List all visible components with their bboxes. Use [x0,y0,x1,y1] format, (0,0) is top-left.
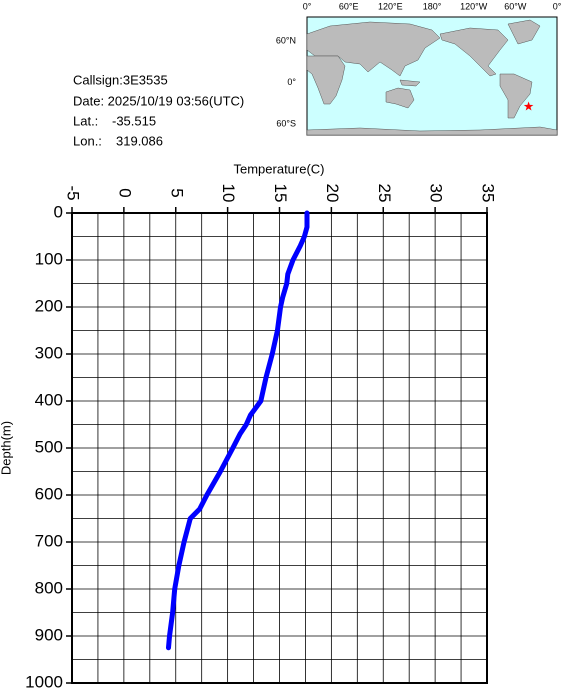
land [306,19,558,136]
lon: 319.086 [116,133,163,148]
x-tick-label: -5 [64,185,83,200]
x-tick-label: 10 [219,184,238,203]
y-tick-label: 0 [54,202,63,221]
x-tick-label: 0 [115,188,134,197]
map-lon-label: 60°W [504,1,527,11]
y-tick-label: 200 [35,296,63,315]
map-lat-label: 60°S [276,118,296,128]
map-lon-label: 120°W [460,1,488,11]
map-lon-label: 60°E [339,1,359,11]
x-tick-label: 5 [167,188,186,197]
x-axis-label: Temperature(C) [233,161,324,176]
x-tick-label: 15 [271,184,290,203]
profile-line [165,210,310,651]
y-tick-label: 300 [35,343,63,362]
x-tick-label: 25 [375,184,394,203]
location-star [523,101,534,111]
map-lat-label: 60°N [276,35,296,45]
map-lon-label: 180° [423,1,442,11]
y-tick-label: 600 [35,484,63,503]
x-tick-label: 30 [427,184,446,203]
world-map [306,16,558,136]
info: Callsign:3E3535 Date: 2025/10/19 03:56(U… [73,72,244,148]
map-lon-label: 0° [303,1,312,11]
y-axis-label: Depth(m) [0,421,13,475]
y-tick-label: 100 [35,249,63,268]
x-tick-label: 20 [323,184,342,203]
lat: -35.515 [112,113,156,128]
lon-label: Lon.: [73,133,102,148]
callsign: Callsign:3E3535 [73,72,168,87]
date: Date: 2025/10/19 03:56(UTC) [73,93,244,108]
map-lat-label: 0° [287,77,296,87]
y-tick-label: 800 [35,578,63,597]
y-tick-label: 1000 [25,672,63,690]
y-tick-label: 700 [35,531,63,550]
map-lon-label: 120°E [378,1,403,11]
lat-label: Lat.: [73,113,98,128]
y-tick-label: 500 [35,437,63,456]
y-tick-label: 400 [35,390,63,409]
x-tick-label: 35 [479,184,498,203]
map-lon-label: 0° [553,1,562,11]
y-tick-label: 900 [35,625,63,644]
